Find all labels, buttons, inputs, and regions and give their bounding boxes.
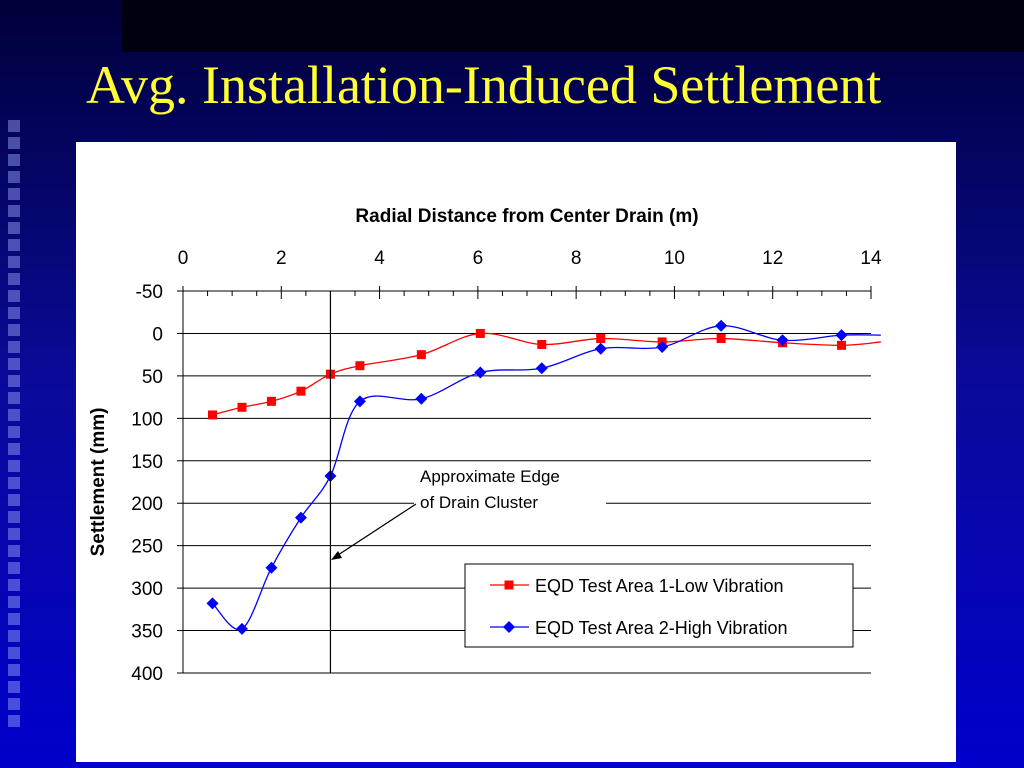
series-1-point (475, 328, 485, 338)
decorative-square (8, 698, 20, 710)
decorative-square (8, 137, 20, 149)
decorative-square (8, 545, 20, 557)
top-dark-band (122, 0, 1024, 52)
y-axis-title: Settlement (mm) (88, 408, 109, 557)
decorative-square (8, 324, 20, 336)
decorative-square (8, 392, 20, 404)
series-1-point (596, 334, 606, 344)
decorative-square (8, 443, 20, 455)
annotation-line-1: Approximate Edge (420, 467, 560, 486)
legend-marker-2 (503, 621, 515, 633)
decorative-square (8, 562, 20, 574)
annotation-arrow-shaft (334, 503, 417, 558)
decorative-square (8, 205, 20, 217)
series-1-point (296, 386, 306, 396)
y-tick-label: 50 (142, 367, 163, 388)
series-2-point (594, 342, 607, 355)
series-2-point (235, 622, 248, 635)
series-1-point (355, 361, 365, 371)
series-1-point (207, 410, 217, 420)
legend-label-1: EQD Test Area 1-Low Vibration (535, 576, 783, 596)
decorative-square (8, 647, 20, 659)
decorative-square (8, 120, 20, 132)
decorative-square (8, 239, 20, 251)
decorative-square (8, 222, 20, 234)
y-tick-label: 200 (131, 494, 163, 515)
decorative-square (8, 579, 20, 591)
decorative-square (8, 154, 20, 166)
y-tick-label: -50 (136, 282, 163, 303)
decorative-square (8, 307, 20, 319)
series-1-point (537, 339, 547, 349)
decorative-square (8, 596, 20, 608)
y-tick-label: 300 (131, 579, 163, 600)
decorative-square (8, 171, 20, 183)
decorative-square (8, 681, 20, 693)
legend-box (464, 563, 854, 648)
decorative-square (8, 528, 20, 540)
chart-panel: -50 0 50 100 150 200 250 300 350 400 0 2 4 6 8 10 12 14 A… (76, 142, 956, 762)
series-2-point (656, 341, 669, 354)
annotation-arrow-head (331, 551, 342, 560)
decorative-square (8, 256, 20, 268)
y-tick-label: 350 (131, 622, 163, 643)
x-tick-label: 0 (178, 248, 189, 269)
annotation-backdrop (414, 463, 606, 515)
decorative-square (8, 511, 20, 523)
decorative-square (8, 375, 20, 387)
decorative-square (8, 613, 20, 625)
decorative-square (8, 715, 20, 727)
legend-marker-1 (504, 580, 514, 590)
decorative-square (8, 290, 20, 302)
x-tick-label: 6 (473, 248, 484, 269)
slide-title: Avg. Installation-Induced Settlement (86, 55, 882, 115)
decorative-square (8, 426, 20, 438)
x-tick-label: 14 (860, 248, 882, 269)
decorative-square (8, 188, 20, 200)
x-tick-label: 4 (374, 248, 385, 269)
series-2-point (474, 366, 487, 379)
series-1-point (237, 402, 247, 412)
decorative-square (8, 358, 20, 370)
series-2-point (353, 395, 366, 408)
series-2-point (835, 329, 848, 342)
series-1-point (266, 396, 276, 406)
series-1-point (716, 334, 726, 344)
series-2-point (535, 362, 548, 375)
legend-label-2: EQD Test Area 2-High Vibration (535, 618, 787, 638)
series-2-point (415, 392, 428, 405)
decorative-square (8, 630, 20, 642)
series-2-point (715, 319, 728, 332)
decorative-square (8, 409, 20, 421)
series-1-point (837, 340, 847, 350)
decorative-square (8, 494, 20, 506)
decorative-squares (8, 120, 28, 740)
settlement-chart: -50 0 50 100 150 200 250 300 350 400 0 2 4 6 8 10 12 14 A… (88, 206, 882, 685)
decorative-square (8, 460, 20, 472)
y-tick-label: 0 (152, 324, 163, 345)
decorative-square (8, 477, 20, 489)
decorative-square (8, 273, 20, 285)
annotation-line-2: of Drain Cluster (420, 493, 538, 512)
series-2-point (265, 561, 278, 574)
series-1-point (416, 350, 426, 360)
x-axis-title: Radial Distance from Center Drain (m) (355, 206, 698, 227)
y-tick-label: 250 (131, 537, 163, 558)
y-tick-label: 100 (131, 409, 163, 430)
x-tick-label: 2 (276, 248, 287, 269)
series-2-point (776, 334, 789, 347)
series-2-point (206, 597, 219, 610)
x-tick-label: 10 (664, 248, 685, 269)
x-tick-label: 12 (762, 248, 783, 269)
x-tick-label: 8 (571, 248, 582, 269)
series-2-point (294, 511, 307, 524)
y-tick-label: 150 (131, 452, 163, 473)
decorative-square (8, 341, 20, 353)
decorative-square (8, 664, 20, 676)
y-tick-label: 400 (131, 664, 163, 685)
